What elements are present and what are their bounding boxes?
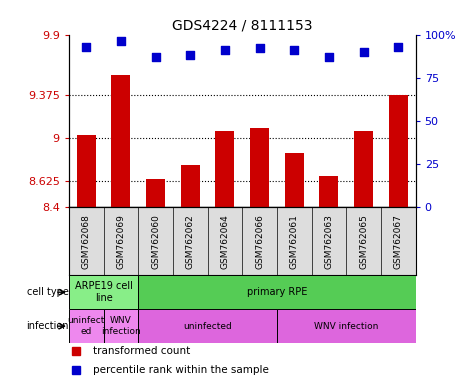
Title: GDS4224 / 8111153: GDS4224 / 8111153 xyxy=(172,18,313,32)
Bar xyxy=(250,128,269,207)
Point xyxy=(291,47,298,53)
Bar xyxy=(146,179,165,207)
Text: GSM762069: GSM762069 xyxy=(116,214,125,269)
Bar xyxy=(69,309,104,343)
Text: GSM762068: GSM762068 xyxy=(82,214,91,269)
Bar xyxy=(319,176,339,207)
Point xyxy=(360,49,368,55)
Point xyxy=(221,47,229,53)
Text: GSM762062: GSM762062 xyxy=(186,214,195,269)
Bar xyxy=(215,131,235,207)
Point xyxy=(394,44,402,50)
Text: GSM762060: GSM762060 xyxy=(151,214,160,269)
Point xyxy=(256,45,264,51)
Bar xyxy=(69,275,138,309)
Point xyxy=(83,44,90,50)
Bar xyxy=(104,309,138,343)
Text: GSM762064: GSM762064 xyxy=(220,214,229,269)
Text: percentile rank within the sample: percentile rank within the sample xyxy=(93,365,269,375)
Bar xyxy=(285,153,304,207)
Text: ARPE19 cell
line: ARPE19 cell line xyxy=(75,281,133,303)
Text: GSM762067: GSM762067 xyxy=(394,214,403,269)
Text: GSM762065: GSM762065 xyxy=(359,214,368,269)
Text: uninfected: uninfected xyxy=(183,322,232,331)
Text: WNV infection: WNV infection xyxy=(314,322,379,331)
Bar xyxy=(354,131,373,207)
Bar xyxy=(180,165,200,207)
Text: WNV
infection: WNV infection xyxy=(101,316,141,336)
Text: uninfect
ed: uninfect ed xyxy=(67,316,105,336)
Point xyxy=(117,38,124,45)
Text: infection: infection xyxy=(27,321,69,331)
Bar xyxy=(111,75,131,207)
Text: GSM762061: GSM762061 xyxy=(290,214,299,269)
Bar xyxy=(389,95,408,207)
Text: primary RPE: primary RPE xyxy=(247,287,307,297)
Point xyxy=(186,52,194,58)
Bar xyxy=(277,309,416,343)
Text: cell type: cell type xyxy=(27,287,69,297)
Point xyxy=(325,54,332,60)
Bar xyxy=(138,275,416,309)
Text: transformed count: transformed count xyxy=(93,346,190,356)
Text: GSM762066: GSM762066 xyxy=(255,214,264,269)
Point xyxy=(152,54,160,60)
Text: GSM762063: GSM762063 xyxy=(324,214,333,269)
Bar xyxy=(76,135,96,207)
Bar xyxy=(138,309,277,343)
